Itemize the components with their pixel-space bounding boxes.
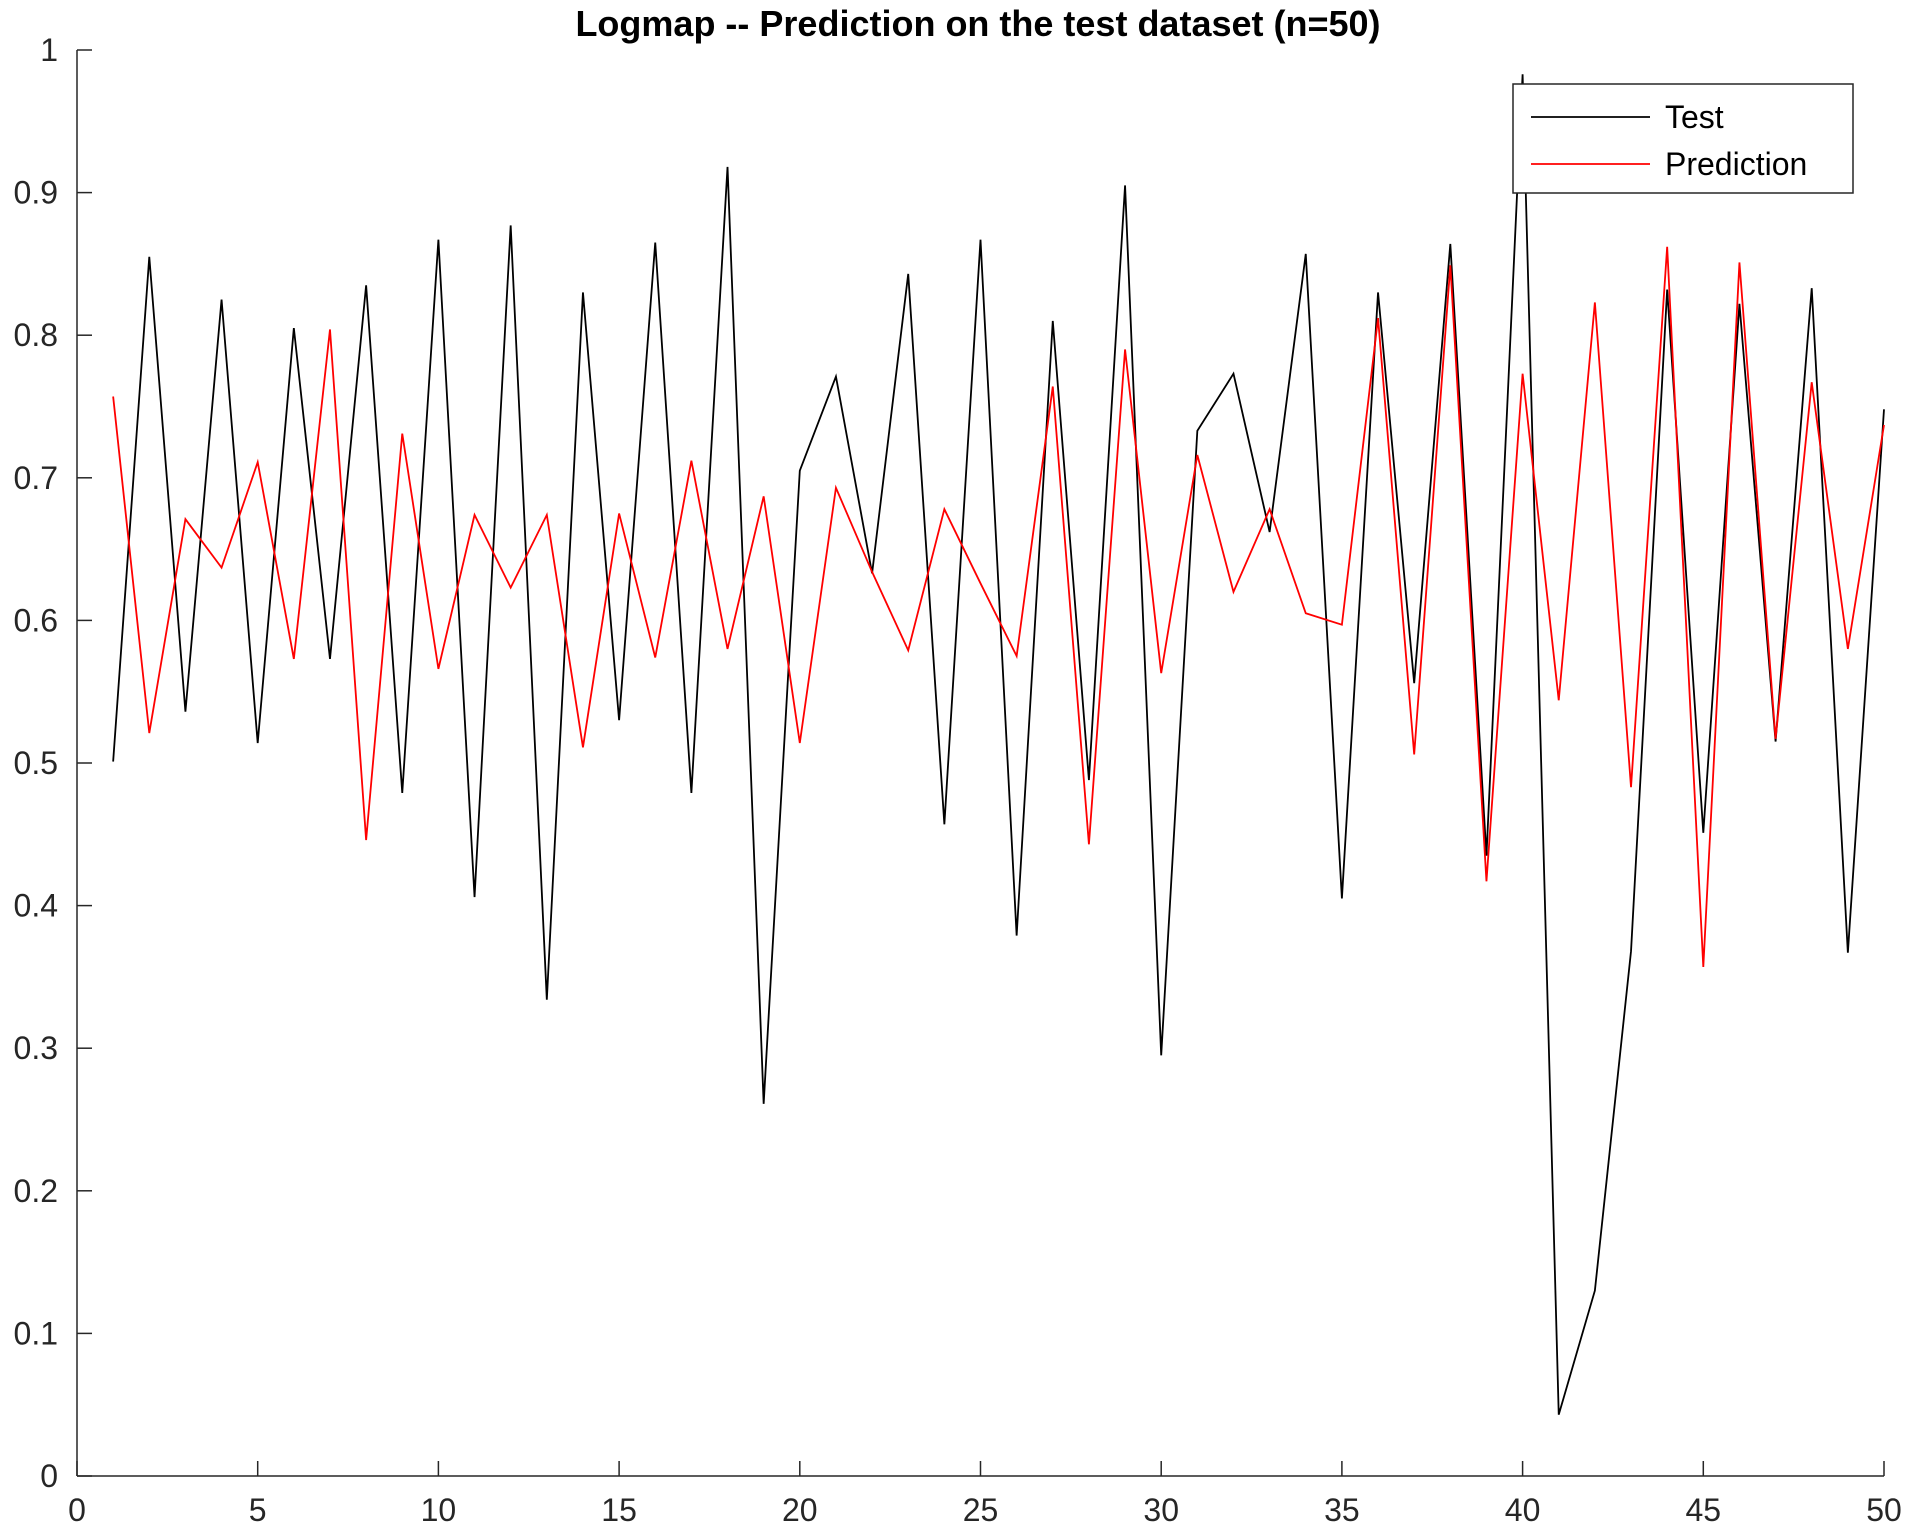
x-tick-label: 25 — [963, 1492, 999, 1528]
series-line-test — [112, 74, 1885, 1415]
x-tick-label: 50 — [1866, 1492, 1902, 1528]
y-tick-label: 0.9 — [14, 175, 58, 211]
y-tick-label: 0.6 — [14, 602, 58, 638]
y-tick-label: 0.2 — [14, 1173, 58, 1209]
y-tick-label: 0.3 — [14, 1030, 58, 1066]
y-tick-label: 0 — [40, 1458, 58, 1494]
series-group — [112, 74, 1885, 1415]
x-tick-label: 35 — [1324, 1492, 1360, 1528]
x-tick-label: 0 — [68, 1492, 86, 1528]
y-tick-label: 0.7 — [14, 460, 58, 496]
x-tick-label: 5 — [249, 1492, 267, 1528]
y-tick-label: 0.4 — [14, 888, 58, 924]
legend-box — [1512, 83, 1854, 194]
series-line-prediction — [112, 246, 1885, 967]
axes: 0 5 10 15 20 25 30 35 40 45 50 0 0.1 0.2 0.3 0.4 0.5 0.6 0… — [14, 32, 1902, 1528]
x-tick-label: 20 — [782, 1492, 818, 1528]
y-tick-label: 0.1 — [14, 1315, 58, 1351]
x-tick-label: 30 — [1143, 1492, 1179, 1528]
x-tick-label: 45 — [1686, 1492, 1722, 1528]
chart-title: Logmap -- Prediction on the test dataset… — [575, 3, 1380, 44]
x-tick-label: 15 — [601, 1492, 637, 1528]
legend-label-prediction: Prediction — [1665, 146, 1807, 182]
y-tick-label: 0.8 — [14, 317, 58, 353]
y-tick-label: 1 — [40, 32, 58, 68]
y-tick-label: 0.5 — [14, 745, 58, 781]
legend-label-test: Test — [1665, 99, 1724, 135]
legend: Test Prediction — [1512, 83, 1854, 194]
x-tick-label: 10 — [421, 1492, 457, 1528]
x-tick-label: 40 — [1505, 1492, 1541, 1528]
